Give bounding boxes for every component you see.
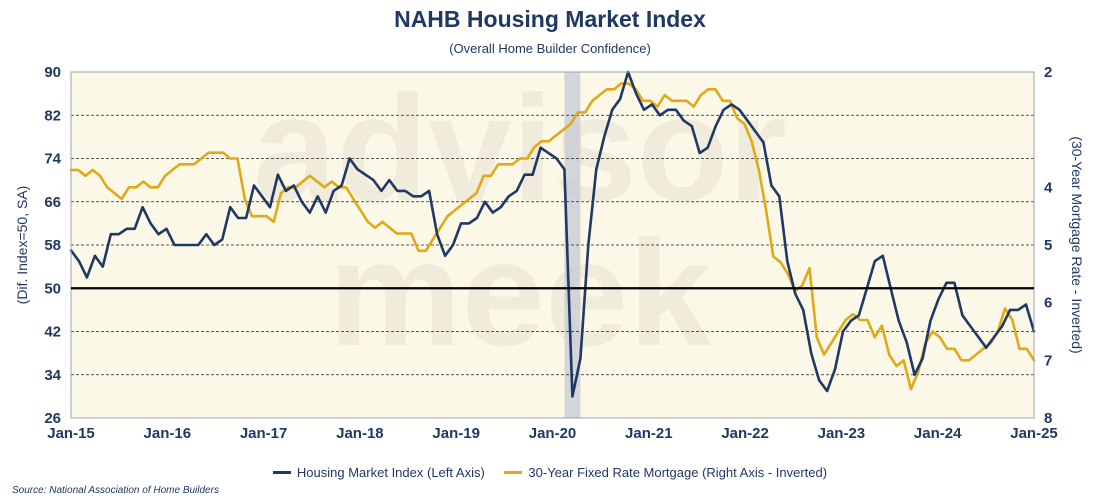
left-axis-ticks: 90 82 74 66 58 50 42 34 26 bbox=[44, 64, 61, 427]
left-tick-label: 26 bbox=[44, 410, 61, 427]
chart-title: NAHB Housing Market Index bbox=[394, 6, 706, 32]
right-tick-label: 4 bbox=[1044, 179, 1053, 196]
legend-item-mortgage: 30-Year Fixed Rate Mortgage (Right Axis … bbox=[504, 465, 827, 480]
right-axis-ticks: 2 4 5 6 7 8 bbox=[1044, 64, 1053, 427]
right-tick-label: 5 bbox=[1044, 237, 1052, 254]
legend-swatch-hmi bbox=[272, 471, 291, 474]
left-tick-label: 90 bbox=[44, 64, 61, 81]
left-tick-label: 66 bbox=[44, 194, 61, 211]
plot-border bbox=[70, 71, 1035, 419]
x-tick-label: Jan-16 bbox=[144, 425, 192, 442]
series-lines bbox=[69, 70, 1036, 398]
x-tick-label: Jan-25 bbox=[1010, 425, 1058, 442]
legend-item-hmi: Housing Market Index (Left Axis) bbox=[272, 465, 485, 480]
legend-label-hmi: Housing Market Index (Left Axis) bbox=[296, 465, 485, 480]
series-line-mortgage bbox=[69, 82, 1036, 391]
chart-subtitle: (Overall Home Builder Confidence) bbox=[449, 41, 651, 56]
legend-swatch-mortgage bbox=[504, 471, 523, 474]
series-line-hmi bbox=[69, 70, 1036, 398]
x-tick-label: Jan-21 bbox=[625, 425, 673, 442]
watermark: advisor meek bbox=[253, 64, 787, 377]
left-tick-label: 58 bbox=[44, 237, 61, 254]
x-tick-label: Jan-17 bbox=[240, 425, 288, 442]
right-tick-label: 7 bbox=[1044, 352, 1052, 369]
right-axis-title: (30-Year Mortgage Rate - Inverted) bbox=[1069, 136, 1085, 353]
x-tick-label: Jan-18 bbox=[336, 425, 384, 442]
x-tick-label: Jan-20 bbox=[529, 425, 577, 442]
x-tick-label: Jan-22 bbox=[721, 425, 769, 442]
source-note: Source: National Association of Home Bui… bbox=[12, 485, 219, 496]
watermark-text: advisor meek bbox=[253, 64, 787, 377]
x-tick-label: Jan-15 bbox=[47, 425, 95, 442]
left-tick-label: 42 bbox=[44, 324, 61, 341]
x-tick-label: Jan-19 bbox=[432, 425, 480, 442]
left-tick-label: 82 bbox=[44, 107, 61, 124]
legend: Housing Market Index (Left Axis) 30-Year… bbox=[0, 462, 1100, 480]
left-tick-label: 50 bbox=[44, 280, 61, 297]
legend-label-mortgage: 30-Year Fixed Rate Mortgage (Right Axis … bbox=[528, 465, 828, 480]
left-tick-label: 34 bbox=[44, 367, 61, 384]
left-tick-label: 74 bbox=[44, 151, 61, 168]
right-tick-label: 8 bbox=[1044, 410, 1052, 427]
left-axis-title: (Dif. Index=50, SA) bbox=[14, 186, 30, 305]
right-tick-label: 2 bbox=[1044, 64, 1052, 81]
chart-plot: advisor meek 90 82 74 66 58 50 42 34 26 2 4 5 6 7 8 Ja… bbox=[14, 64, 1085, 442]
x-axis-ticks: Jan-15 Jan-16 Jan-17 Jan-18 Jan-19 Jan-20 Jan-… bbox=[47, 425, 1058, 442]
right-tick-label: 6 bbox=[1044, 295, 1052, 312]
x-tick-label: Jan-24 bbox=[914, 425, 962, 442]
gridlines bbox=[71, 114, 1034, 376]
x-tick-label: Jan-23 bbox=[818, 425, 866, 442]
